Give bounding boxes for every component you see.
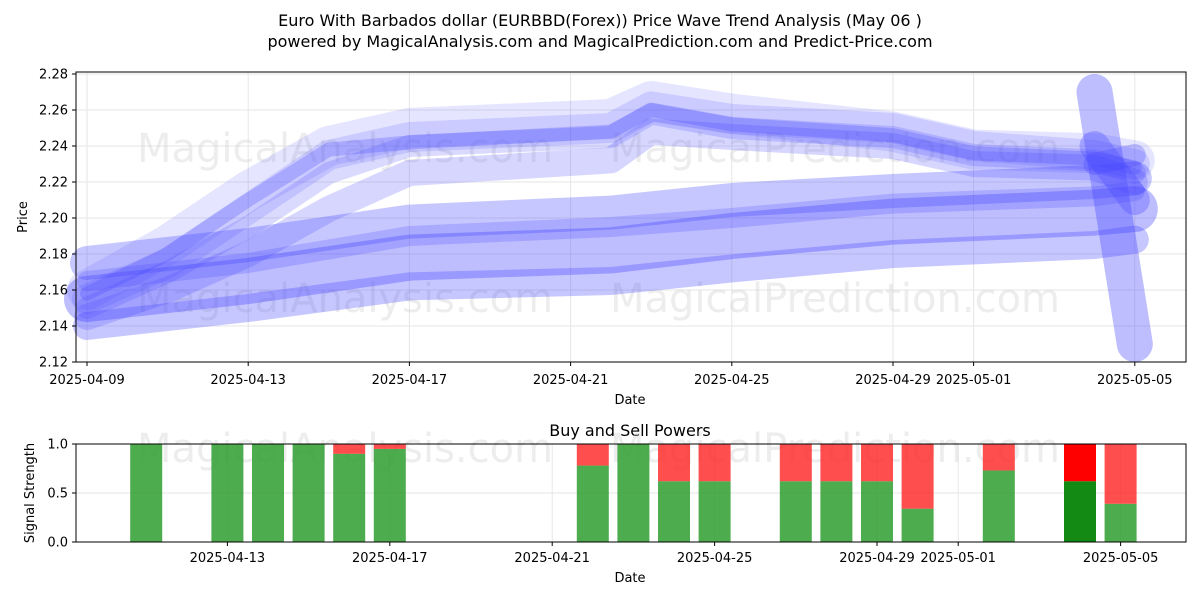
watermark-analysis-top-2: MagicalAnalysis.com — [137, 276, 553, 322]
buy-power-bar — [698, 481, 731, 542]
top-xtick-label: 2025-05-05 — [1097, 373, 1173, 388]
top-xtick-label: 2025-04-13 — [210, 373, 286, 388]
bottom-ylabel: Signal Strength — [23, 443, 38, 543]
bottom-ytick-label: 1.0 — [47, 438, 68, 453]
buy-power-bar — [1104, 503, 1137, 542]
buy-power-bar — [901, 508, 934, 542]
buy-power-bar — [576, 465, 609, 542]
watermark-analysis-top-1: MagicalAnalysis.com — [137, 126, 553, 172]
bottom-xtick-label: 2025-04-29 — [839, 551, 915, 566]
wave-series-line — [1079, 131, 1150, 215]
top-xtick-label: 2025-04-29 — [855, 373, 931, 388]
bottom-xlabel: Date — [614, 571, 645, 586]
top-xtick-label: 2025-04-25 — [694, 373, 770, 388]
bottom-ytick-label: 0.0 — [47, 536, 68, 551]
top-ytick-label: 2.18 — [39, 248, 68, 263]
buy-power-bar — [373, 448, 406, 542]
bottom-xtick-label: 2025-04-21 — [514, 551, 590, 566]
chart-title-line1: Euro With Barbados dollar (EURBBD(Forex)… — [278, 11, 922, 30]
sell-power-bar — [658, 444, 690, 482]
top-ytick-label: 2.22 — [39, 176, 68, 191]
wave-series-line — [1076, 74, 1153, 362]
sell-power-bar — [861, 444, 893, 482]
wave-series-line — [70, 161, 1152, 280]
sell-power-bar — [373, 444, 406, 449]
buy-power-bar — [292, 444, 325, 542]
buy-sell-panel: Buy and Sell Powers MagicalAnalysis.com … — [23, 421, 1187, 586]
top-ytick-label: 2.20 — [39, 212, 68, 227]
sell-power-bar — [901, 444, 934, 509]
buy-power-bar — [211, 444, 244, 542]
sell-power-bar — [1064, 444, 1096, 482]
top-ytick-label: 2.12 — [39, 356, 68, 371]
buy-power-bar — [779, 481, 812, 542]
bottom-ytick-label: 0.5 — [47, 487, 68, 502]
buy-power-bar — [1064, 481, 1096, 542]
watermark-prediction-top-1: MagicalPrediction.com — [610, 126, 1060, 172]
wave-series-line — [64, 186, 1158, 322]
wave-series-line — [80, 103, 1142, 301]
sell-power-bar — [820, 444, 853, 482]
top-ytick-label: 2.26 — [39, 104, 68, 119]
top-xlabel: Date — [614, 393, 645, 408]
wave-series-line — [76, 102, 1146, 319]
sell-power-bar — [982, 444, 1015, 471]
top-ytick-label: 2.14 — [39, 320, 68, 335]
buy-power-bar — [820, 481, 853, 542]
top-xtick-label: 2025-04-09 — [49, 373, 125, 388]
bottom-title: Buy and Sell Powers — [549, 421, 711, 440]
wave-series-line — [73, 225, 1149, 340]
wave-series-line — [77, 181, 1145, 291]
wave-series-line — [1083, 144, 1146, 175]
top-ytick-label: 2.28 — [39, 68, 68, 83]
sell-power-bar — [779, 444, 812, 482]
top-xtick-label: 2025-05-01 — [936, 373, 1012, 388]
sell-power-bar — [576, 444, 609, 466]
top-ytick-label: 2.16 — [39, 284, 68, 299]
chart-title-line2: powered by MagicalAnalysis.com and Magic… — [267, 32, 932, 51]
sell-power-bar — [698, 444, 731, 482]
bottom-xtick-label: 2025-05-05 — [1083, 551, 1159, 566]
buy-power-bar — [130, 444, 163, 542]
sell-power-bar — [1104, 444, 1137, 504]
sell-power-bar — [333, 444, 366, 454]
buy-power-bar — [861, 481, 893, 542]
wave-series-line — [74, 118, 1148, 330]
buy-power-bar — [982, 470, 1015, 542]
price-wave-panel: MagicalAnalysis.com MagicalPrediction.co… — [16, 68, 1187, 408]
buy-power-bar — [617, 444, 650, 542]
buy-power-bar — [333, 453, 366, 542]
buy-power-bar — [658, 481, 690, 542]
top-ylabel: Price — [16, 201, 31, 233]
top-ytick-label: 2.24 — [39, 140, 68, 155]
top-xtick-label: 2025-04-21 — [533, 373, 609, 388]
buy-power-bar — [252, 444, 284, 542]
bottom-xtick-label: 2025-04-17 — [352, 551, 428, 566]
bottom-xtick-label: 2025-05-01 — [920, 551, 996, 566]
top-xtick-label: 2025-04-17 — [372, 373, 448, 388]
wave-series-line — [67, 81, 1155, 310]
watermark-prediction-top-2: MagicalPrediction.com — [610, 276, 1060, 322]
wave-series-line — [72, 91, 1150, 314]
bottom-xtick-label: 2025-04-25 — [677, 551, 753, 566]
bottom-xtick-label: 2025-04-13 — [190, 551, 266, 566]
